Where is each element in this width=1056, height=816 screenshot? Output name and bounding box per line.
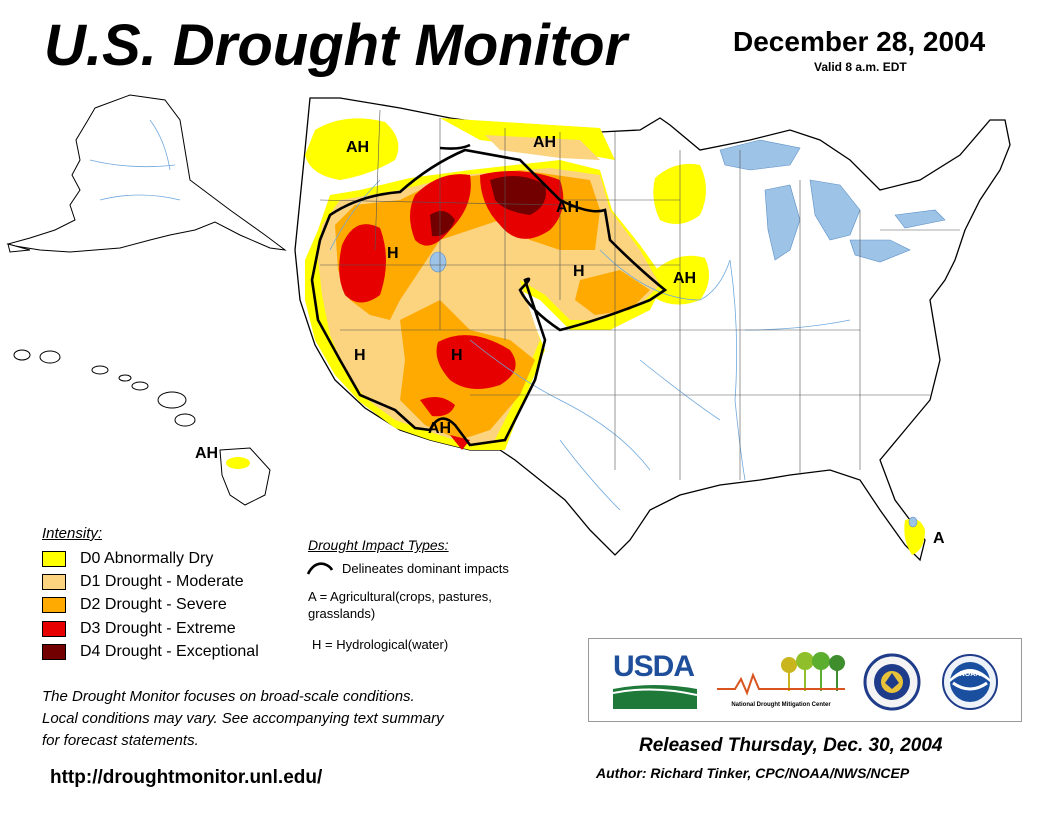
legend-label-d4: D4 Drought - Exceptional	[80, 643, 259, 660]
map-label-h-utah: H	[451, 347, 463, 364]
note-line-1: The Drought Monitor focuses on broad-sca…	[42, 688, 415, 705]
legend-swatch-d1	[42, 574, 66, 590]
impact-types-title: Drought Impact Types:	[308, 537, 449, 553]
hawaii-islands	[13, 349, 271, 506]
impact-delineates: Delineates dominant impacts	[342, 561, 509, 576]
map-label-ah-hawaii: AH	[195, 445, 218, 462]
release-date: Released Thursday, Dec. 30, 2004	[639, 735, 943, 756]
impact-agricultural: A = Agricultural(crops, pastures,	[308, 589, 492, 604]
map-label-ah-montana: AH	[533, 134, 556, 151]
map-label-ah-dakota: AH	[556, 199, 579, 216]
legend-swatch-d2	[42, 597, 66, 613]
map-label-h-idaho: H	[387, 245, 399, 262]
map-label-h-california: H	[354, 347, 366, 364]
ndmc-trees-icon	[717, 652, 845, 696]
legend-label-d2: D2 Drought - Severe	[80, 596, 227, 613]
drought-map: AH AH AH H H AH H H AH AH A	[6, 94, 1011, 562]
disclaimer-note: The Drought Monitor focuses on broad-sca…	[42, 686, 582, 752]
usda-field-icon	[612, 685, 698, 709]
legend-item-d4: D4 Drought - Exceptional	[42, 643, 259, 661]
usda-logo: USDA	[612, 650, 698, 713]
map-label-h-nebraska: H	[573, 263, 585, 280]
map-label-ah-iowa: AH	[673, 270, 696, 287]
alaska-rivers	[89, 119, 181, 201]
note-line-3: for forecast statements.	[42, 732, 199, 749]
valid-time: Valid 8 a.m. EDT	[814, 60, 907, 74]
map-date: December 28, 2004	[733, 26, 986, 57]
legend-swatch-d3	[42, 621, 66, 637]
d4-areas	[430, 176, 546, 237]
legend-item-d2: D2 Drought - Severe	[42, 596, 227, 614]
ndmc-logo: National Drought Mitigation Center	[715, 649, 847, 711]
legend-item-d3: D3 Drought - Extreme	[42, 620, 236, 638]
lakes	[429, 139, 946, 528]
legend-item-d1: D1 Drought - Moderate	[42, 573, 244, 591]
note-line-2: Local conditions may vary. See accompany…	[42, 710, 444, 727]
noaa-logo-text: NOAA	[960, 671, 981, 678]
commerce-seal-icon	[863, 653, 921, 711]
impact-hydrological: H = Hydrological(water)	[312, 637, 449, 652]
legend-label-d3: D3 Drought - Extreme	[80, 620, 236, 637]
ndmc-logo-text: National Drought Mitigation Center	[731, 702, 831, 708]
author-credit: Author: Richard Tinker, CPC/NOAA/NWS/NCE…	[596, 765, 910, 781]
agency-logos: USDA National Drought Mitigation Center …	[588, 638, 1022, 722]
hawaii-d0-area	[226, 457, 250, 469]
legend-swatch-d4	[42, 644, 66, 660]
impact-boundaries	[310, 143, 668, 447]
noaa-logo-icon: NOAA	[942, 654, 998, 710]
state-boundaries	[319, 109, 960, 480]
map-label-ah-arizona: AH	[428, 420, 451, 437]
alaska-outline	[6, 94, 287, 253]
impact-line-icon	[306, 562, 334, 575]
legend-label-d1: D1 Drought - Moderate	[80, 573, 244, 590]
impact-agricultural-cont: grasslands)	[308, 606, 376, 621]
legend-swatch-d0	[42, 551, 66, 567]
page-title: U.S. Drought Monitor	[44, 13, 628, 78]
legend-label-d0: D0 Abnormally Dry	[80, 550, 214, 567]
legend-title: Intensity:	[42, 525, 103, 542]
website-link[interactable]: http://droughtmonitor.unl.edu/	[50, 767, 323, 788]
map-label-a-florida: A	[933, 530, 945, 547]
usda-logo-text: USDA	[613, 650, 695, 683]
legend-item-d0: D0 Abnormally Dry	[42, 550, 213, 568]
map-label-ah-northwest: AH	[346, 139, 369, 156]
